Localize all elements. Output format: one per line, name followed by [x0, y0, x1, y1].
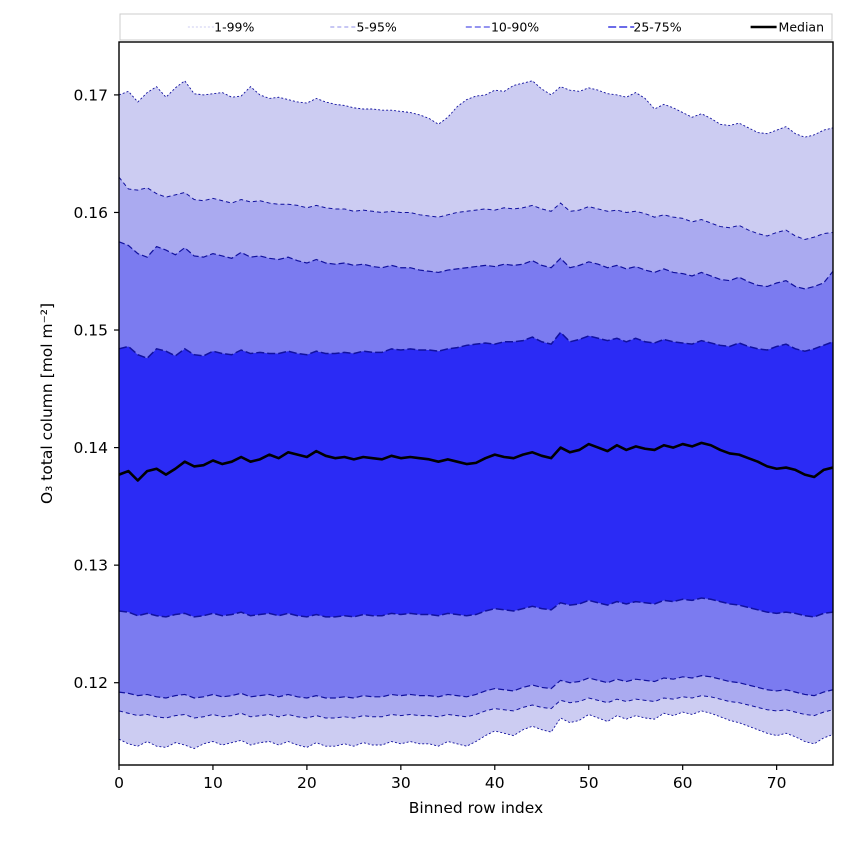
axis-frame	[118, 41, 834, 766]
band-edge-upper	[118, 241, 834, 290]
y-tick-label: 0.17	[73, 86, 108, 104]
x-tick-label: 60	[673, 774, 693, 792]
x-axis-ticks: 0 10 20 30 40 50 60 70	[114, 765, 786, 792]
legend-items: 1-99% 5-95% 10-90% 25-75% Median	[187, 20, 824, 35]
percentile-bands	[118, 80, 834, 750]
x-tick-label: 10	[203, 774, 223, 792]
y-axis-ticks: 0.12 0.13 0.14 0.15 0.16 0.17	[73, 86, 119, 692]
x-tick-label: 50	[579, 774, 599, 792]
band-25-75	[118, 331, 834, 618]
band-edge-lower	[118, 695, 834, 719]
x-tick-label: 20	[297, 774, 317, 792]
y-tick-label: 0.16	[73, 204, 108, 222]
band-edge-upper	[118, 331, 834, 360]
y-tick-label: 0.15	[73, 322, 108, 340]
median-line	[118, 441, 834, 482]
legend-label: 10-90%	[491, 20, 539, 35]
legend: 1-99% 5-95% 10-90% 25-75% Median	[119, 13, 833, 41]
y-tick-label: 0.14	[73, 439, 108, 457]
legend-label: Median	[779, 20, 824, 35]
band-edge-upper	[118, 176, 834, 241]
x-axis-title: Binned row index	[409, 799, 543, 817]
legend-label: 1-99%	[214, 20, 254, 35]
legend-label: 25-75%	[633, 20, 681, 35]
x-tick-label: 70	[767, 774, 787, 792]
y-tick-label: 0.12	[73, 674, 108, 692]
y-tick-label: 0.13	[73, 557, 108, 575]
x-tick-label: 40	[485, 774, 505, 792]
band-edge-lower	[118, 710, 834, 750]
plot-area	[118, 80, 834, 750]
legend-label: 5-95%	[357, 20, 397, 35]
band-edge-lower	[118, 675, 834, 699]
y-axis-title: O₃ total column [mol m⁻²]	[38, 303, 56, 504]
x-tick-label: 30	[391, 774, 411, 792]
band-edge-upper	[118, 80, 834, 138]
band-edge-lower	[118, 597, 834, 618]
x-tick-label: 0	[114, 774, 124, 792]
